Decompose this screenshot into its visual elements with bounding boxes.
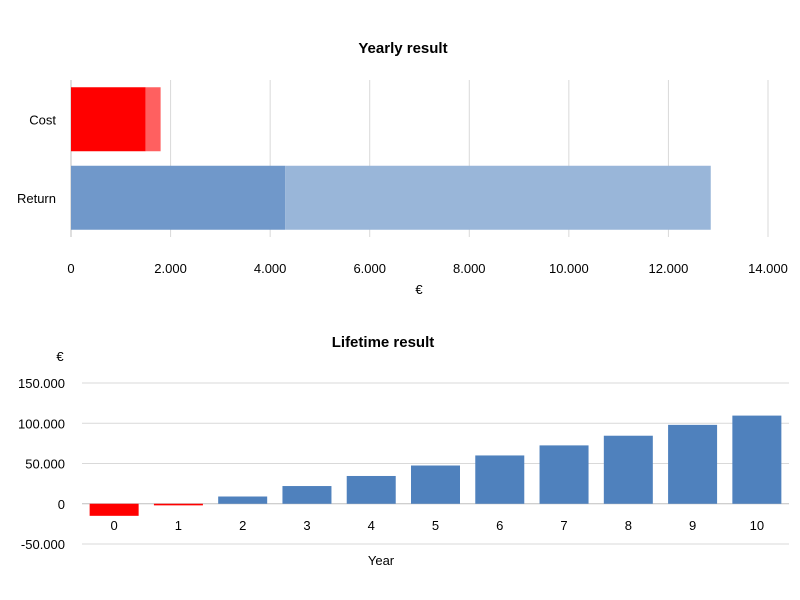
bar-cost-segment-2 — [145, 87, 161, 152]
x-tick-label-lifetime: 8 — [625, 518, 632, 533]
x-tick-label-lifetime: 5 — [432, 518, 439, 533]
bar-year-5 — [411, 465, 460, 504]
bar-year-7 — [539, 445, 589, 504]
bar-year-4 — [346, 475, 396, 504]
x-tick-label-yearly: 12.000 — [649, 261, 689, 276]
x-tick-label-lifetime: 9 — [689, 518, 696, 533]
bar-year-0 — [89, 503, 139, 516]
x-tick-label-lifetime: 7 — [560, 518, 567, 533]
x-tick-label-lifetime: 6 — [496, 518, 503, 533]
y-axis-label-lifetime: € — [56, 349, 64, 364]
yearly-result-chart: Yearly result Cost Return 0 2.000 4.000 6.00… — [17, 40, 788, 297]
x-axis-label-yearly: € — [415, 282, 423, 297]
bar-year-1 — [153, 503, 203, 506]
x-tick-label-yearly: 8.000 — [453, 261, 486, 276]
category-label-yearly: Return — [17, 191, 56, 206]
x-tick-label-yearly: 6.000 — [353, 261, 386, 276]
chart-title-lifetime: Lifetime result — [332, 334, 435, 351]
bar-return-segment-1 — [71, 165, 286, 230]
x-tick-label-yearly: 4.000 — [254, 261, 287, 276]
x-axis-label-lifetime: Year — [368, 553, 395, 568]
y-tick-label-lifetime: 150.000 — [18, 376, 65, 391]
bar-year-9 — [668, 424, 718, 504]
x-tick-label-yearly: 14.000 — [748, 261, 788, 276]
y-tick-label-lifetime: 50.000 — [25, 457, 65, 472]
y-tick-label-lifetime: 100.000 — [18, 416, 65, 431]
lifetime-result-chart: Lifetime result € -50.000 0 50.000 100.000 1… — [18, 334, 789, 568]
x-tick-label-yearly: 10.000 — [549, 261, 589, 276]
category-label-yearly: Cost — [29, 112, 56, 127]
x-tick-label-yearly: 2.000 — [154, 261, 187, 276]
x-tick-label-yearly: 0 — [67, 261, 74, 276]
x-tick-label-lifetime: 3 — [303, 518, 310, 533]
chart-title-yearly: Yearly result — [358, 40, 447, 57]
x-tick-label-lifetime: 0 — [111, 518, 118, 533]
bar-return-segment-2 — [285, 165, 711, 230]
bar-year-2 — [218, 496, 268, 504]
bar-year-6 — [475, 455, 525, 504]
bar-cost-segment-1 — [71, 87, 146, 152]
y-tick-label-lifetime: -50.000 — [21, 537, 65, 552]
bar-year-8 — [603, 435, 653, 504]
y-tick-label-lifetime: 0 — [58, 497, 65, 512]
x-tick-label-lifetime: 4 — [368, 518, 375, 533]
bar-year-10 — [732, 415, 782, 504]
x-tick-label-lifetime: 2 — [239, 518, 246, 533]
x-tick-label-lifetime: 10 — [750, 518, 764, 533]
bar-year-3 — [282, 486, 332, 504]
x-tick-label-lifetime: 1 — [175, 518, 182, 533]
